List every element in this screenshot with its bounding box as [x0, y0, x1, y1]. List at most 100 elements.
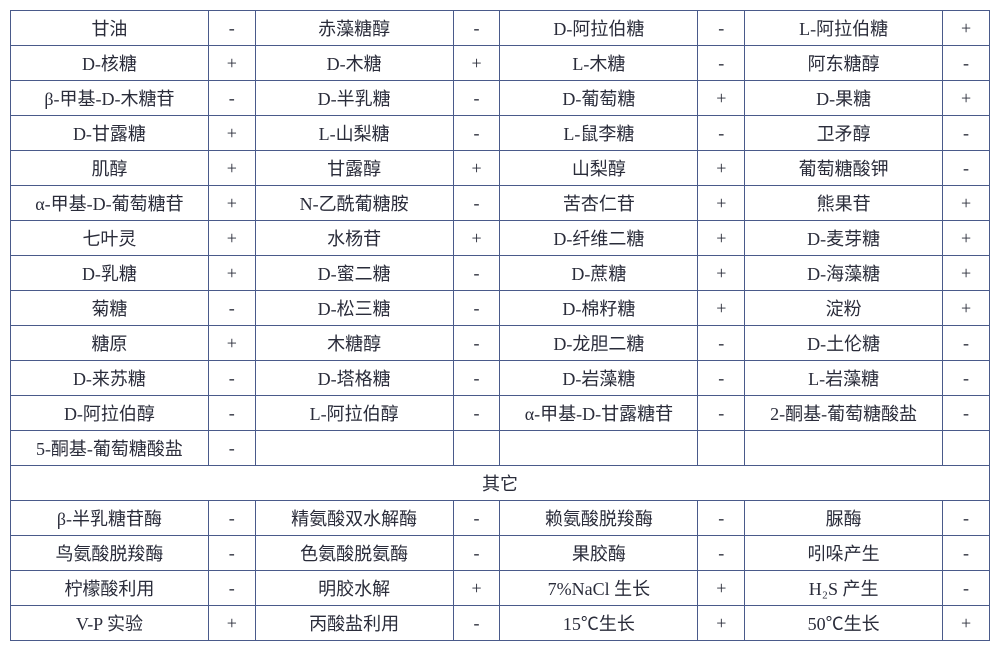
substance-name: 脲酶 [745, 501, 943, 536]
result-value: - [208, 571, 255, 606]
substance-name: 葡萄糖酸钾 [745, 151, 943, 186]
result-value: - [943, 116, 990, 151]
result-value: + [943, 186, 990, 221]
substance-name: D-纤维二糖 [500, 221, 698, 256]
result-value: - [943, 501, 990, 536]
result-value: - [943, 46, 990, 81]
result-value: + [208, 606, 255, 641]
substance-name: 卫矛醇 [745, 116, 943, 151]
substance-name [745, 431, 943, 466]
substance-name: 熊果苷 [745, 186, 943, 221]
result-value: + [698, 571, 745, 606]
substance-name: L-鼠李糖 [500, 116, 698, 151]
result-value: - [943, 536, 990, 571]
result-value: - [453, 361, 500, 396]
substance-name: D-棉籽糖 [500, 291, 698, 326]
substance-name: D-甘露糖 [11, 116, 209, 151]
substance-name [255, 431, 453, 466]
substance-name: β-半乳糖苷酶 [11, 501, 209, 536]
result-value: - [698, 361, 745, 396]
result-value: - [943, 326, 990, 361]
substance-name: D-岩藻糖 [500, 361, 698, 396]
result-value: - [208, 396, 255, 431]
substance-name: 菊糖 [11, 291, 209, 326]
result-value: - [698, 11, 745, 46]
substance-name: 木糖醇 [255, 326, 453, 361]
result-value: - [698, 396, 745, 431]
substance-name: 7%NaCl 生长 [500, 571, 698, 606]
substance-name: D-葡萄糖 [500, 81, 698, 116]
substance-name: α-甲基-D-甘露糖苷 [500, 396, 698, 431]
result-value: - [453, 186, 500, 221]
result-value: + [453, 151, 500, 186]
result-value: - [208, 291, 255, 326]
substance-name: L-山梨糖 [255, 116, 453, 151]
substance-name: 柠檬酸利用 [11, 571, 209, 606]
table-row: 柠檬酸利用-明胶水解+7%NaCl 生长+H₂S 产生- [11, 571, 990, 606]
table-row: 七叶灵+水杨苷+D-纤维二糖+D-麦芽糖+ [11, 221, 990, 256]
table-row: D-甘露糖+L-山梨糖-L-鼠李糖-卫矛醇- [11, 116, 990, 151]
substance-name: D-土伦糖 [745, 326, 943, 361]
substance-name: 精氨酸双水解酶 [255, 501, 453, 536]
result-value: + [208, 151, 255, 186]
substance-name: β-甲基-D-木糖苷 [11, 81, 209, 116]
substance-name: 赖氨酸脱羧酶 [500, 501, 698, 536]
substance-name: 甘露醇 [255, 151, 453, 186]
result-value: + [208, 326, 255, 361]
substance-name: 阿东糖醇 [745, 46, 943, 81]
substance-name [500, 431, 698, 466]
result-value: + [943, 11, 990, 46]
result-value: + [698, 606, 745, 641]
table-row: D-核糖+D-木糖+L-木糖-阿东糖醇- [11, 46, 990, 81]
substance-name: 水杨苷 [255, 221, 453, 256]
result-value: - [698, 536, 745, 571]
substance-name: D-海藻糖 [745, 256, 943, 291]
substance-name: D-半乳糖 [255, 81, 453, 116]
result-value: - [453, 11, 500, 46]
substance-name: L-木糖 [500, 46, 698, 81]
substance-name: L-阿拉伯糖 [745, 11, 943, 46]
result-value: - [208, 11, 255, 46]
table-row: 糖原+木糖醇-D-龙胆二糖-D-土伦糖- [11, 326, 990, 361]
substance-name: α-甲基-D-葡萄糖苷 [11, 186, 209, 221]
table-row: D-来苏糖-D-塔格糖-D-岩藻糖-L-岩藻糖- [11, 361, 990, 396]
table-row: 鸟氨酸脱羧酶-色氨酸脱氨酶-果胶酶-吲哚产生- [11, 536, 990, 571]
result-value: + [453, 221, 500, 256]
substance-name: 赤藻糖醇 [255, 11, 453, 46]
substance-name: L-岩藻糖 [745, 361, 943, 396]
substance-name: D-阿拉伯糖 [500, 11, 698, 46]
result-value: - [208, 361, 255, 396]
table-row: D-阿拉伯醇-L-阿拉伯醇-α-甲基-D-甘露糖苷-2-酮基-葡萄糖酸盐- [11, 396, 990, 431]
result-value: + [208, 221, 255, 256]
substance-name: 苦杏仁苷 [500, 186, 698, 221]
result-value: - [453, 326, 500, 361]
result-value: + [208, 186, 255, 221]
result-value: + [943, 606, 990, 641]
substance-name: 鸟氨酸脱羧酶 [11, 536, 209, 571]
result-value: + [208, 116, 255, 151]
result-value: + [453, 571, 500, 606]
result-value: - [698, 46, 745, 81]
substance-name: 肌醇 [11, 151, 209, 186]
result-value: - [453, 256, 500, 291]
table-row: D-乳糖+D-蜜二糖-D-蔗糖+D-海藻糖+ [11, 256, 990, 291]
section-header-row: 其它 [11, 466, 990, 501]
substance-name: D-来苏糖 [11, 361, 209, 396]
table-row: α-甲基-D-葡萄糖苷+N-乙酰葡糖胺-苦杏仁苷+熊果苷+ [11, 186, 990, 221]
substance-name: V-P 实验 [11, 606, 209, 641]
substance-name: 50℃生长 [745, 606, 943, 641]
substance-name: 山梨醇 [500, 151, 698, 186]
substance-name: D-木糖 [255, 46, 453, 81]
substance-name: 丙酸盐利用 [255, 606, 453, 641]
result-value [698, 431, 745, 466]
result-value: + [943, 256, 990, 291]
substance-name: D-蔗糖 [500, 256, 698, 291]
result-value: + [943, 291, 990, 326]
substance-name: D-龙胆二糖 [500, 326, 698, 361]
substance-name: 果胶酶 [500, 536, 698, 571]
result-value: + [698, 81, 745, 116]
result-value: + [943, 81, 990, 116]
substance-name: 明胶水解 [255, 571, 453, 606]
result-value: - [453, 536, 500, 571]
result-value: + [943, 221, 990, 256]
